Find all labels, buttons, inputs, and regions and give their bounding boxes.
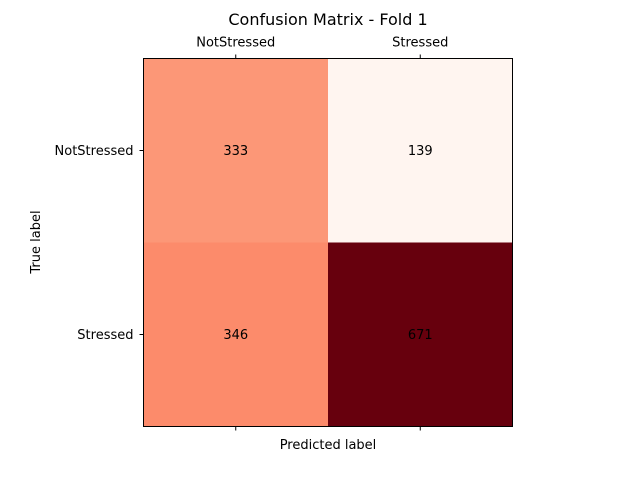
cell-value-0-0: 333	[223, 144, 248, 159]
cell-value-0-1: 139	[408, 144, 433, 159]
heatmap-cell-1-1	[328, 242, 513, 427]
y-tick-label-0: NotStressed	[55, 144, 134, 159]
y-axis-label: True label	[29, 210, 44, 274]
heatmap-cell-1-0	[143, 242, 328, 427]
cell-value-labels: 333 139 346 671	[223, 144, 432, 343]
heatmap-cells	[143, 58, 513, 427]
chart-title: Confusion Matrix - Fold 1	[228, 10, 427, 29]
heatmap-cell-0-0	[143, 58, 328, 243]
heatmap-cell-0-1	[328, 58, 513, 243]
x-tick-label-0: NotStressed	[196, 36, 275, 51]
x-axis-ticks: NotStressed Stressed	[196, 36, 448, 431]
y-axis-ticks: NotStressed Stressed	[55, 144, 144, 343]
x-axis-label: Predicted label	[280, 438, 377, 453]
cell-value-1-1: 671	[408, 328, 433, 343]
x-tick-label-1: Stressed	[392, 36, 448, 51]
plot-frame	[143, 58, 513, 427]
y-tick-label-1: Stressed	[77, 328, 133, 343]
cell-value-1-0: 346	[223, 328, 248, 343]
